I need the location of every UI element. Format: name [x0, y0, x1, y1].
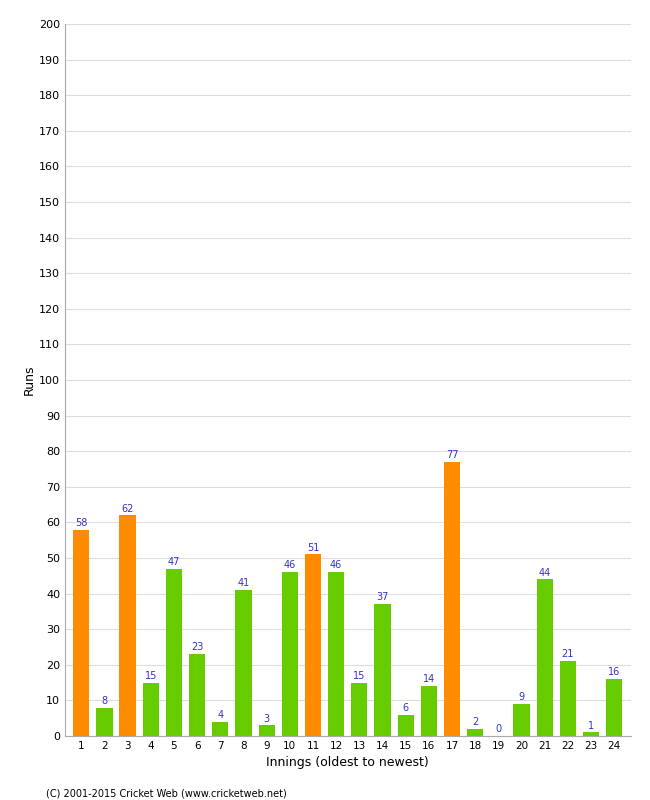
- Text: 46: 46: [283, 561, 296, 570]
- Bar: [351, 682, 367, 736]
- Bar: [235, 590, 252, 736]
- Text: 0: 0: [495, 724, 501, 734]
- Bar: [537, 579, 553, 736]
- Text: 1: 1: [588, 721, 594, 730]
- Bar: [96, 707, 112, 736]
- Text: 3: 3: [263, 714, 270, 723]
- Bar: [444, 462, 460, 736]
- Bar: [583, 733, 599, 736]
- Bar: [189, 654, 205, 736]
- Bar: [259, 726, 275, 736]
- Bar: [305, 554, 321, 736]
- Bar: [212, 722, 228, 736]
- Text: 9: 9: [519, 692, 525, 702]
- Text: 14: 14: [422, 674, 435, 684]
- Text: 15: 15: [144, 671, 157, 681]
- Text: 4: 4: [217, 710, 224, 720]
- Bar: [281, 572, 298, 736]
- Bar: [374, 604, 391, 736]
- Bar: [166, 569, 182, 736]
- Bar: [514, 704, 530, 736]
- Bar: [328, 572, 344, 736]
- Text: 37: 37: [376, 593, 389, 602]
- Bar: [120, 515, 136, 736]
- Text: 16: 16: [608, 667, 620, 678]
- Text: 62: 62: [122, 503, 134, 514]
- Bar: [467, 729, 484, 736]
- Text: 21: 21: [562, 650, 574, 659]
- Bar: [398, 714, 414, 736]
- Y-axis label: Runs: Runs: [23, 365, 36, 395]
- Text: 77: 77: [446, 450, 458, 460]
- Text: 46: 46: [330, 561, 343, 570]
- Text: 15: 15: [353, 671, 365, 681]
- Text: 47: 47: [168, 557, 180, 567]
- Bar: [560, 662, 576, 736]
- X-axis label: Innings (oldest to newest): Innings (oldest to newest): [266, 757, 429, 770]
- Bar: [421, 686, 437, 736]
- Text: 58: 58: [75, 518, 87, 528]
- Text: 44: 44: [539, 567, 551, 578]
- Text: 41: 41: [237, 578, 250, 588]
- Text: 23: 23: [191, 642, 203, 652]
- Bar: [73, 530, 89, 736]
- Bar: [142, 682, 159, 736]
- Bar: [606, 679, 623, 736]
- Text: 6: 6: [402, 703, 409, 713]
- Text: (C) 2001-2015 Cricket Web (www.cricketweb.net): (C) 2001-2015 Cricket Web (www.cricketwe…: [46, 788, 286, 798]
- Text: 51: 51: [307, 542, 319, 553]
- Text: 2: 2: [472, 717, 478, 727]
- Text: 8: 8: [101, 696, 107, 706]
